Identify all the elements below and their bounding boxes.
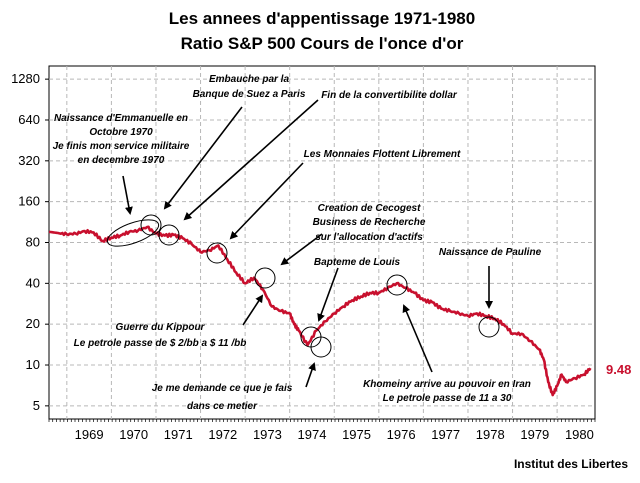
event-circle-1974-b — [310, 336, 332, 358]
x-tick-label: 1973 — [253, 427, 282, 442]
annotations: Naissance d'Emmanuelle en Octobre 1970 J… — [53, 74, 542, 412]
arrow-kippour — [242, 294, 264, 326]
y-axis-ticks: 5 10 20 40 80 160 320 640 1280 — [11, 71, 49, 413]
arrow-monnaies — [229, 162, 304, 240]
last-value-label: 9.48 — [606, 362, 631, 377]
x-tick-label: 1975 — [342, 427, 371, 442]
arrow-bapteme — [317, 267, 339, 322]
annotation-line: Naissance d'Emmanuelle en — [54, 113, 188, 124]
annotation-line: Guerre du Kippour — [116, 322, 206, 333]
y-tick-label: 10 — [26, 357, 40, 372]
event-circle-1970 — [106, 219, 160, 247]
y-tick-label: 640 — [18, 112, 40, 127]
event-circles — [106, 214, 500, 358]
x-tick-label: 1980 — [565, 427, 594, 442]
x-tick-label: 1969 — [75, 427, 104, 442]
x-tick-label: 1979 — [520, 427, 549, 442]
y-tick-label: 40 — [26, 275, 40, 290]
x-tick-label: 1974 — [298, 427, 327, 442]
x-tick-label: 1978 — [476, 427, 505, 442]
arrow-cecogest — [280, 233, 323, 266]
event-circle-1972 — [206, 242, 228, 264]
x-gridlines — [66, 66, 558, 419]
annotation-line: dans ce metier — [187, 401, 258, 412]
arrow-embauche — [163, 106, 243, 210]
y-tick-label: 80 — [26, 235, 40, 250]
annotation-line: Banque de Suez a Paris — [193, 89, 306, 100]
annotation-line: Les Monnaies Flottent Librement — [304, 149, 461, 160]
annotation-line: Bapteme de Louis — [314, 257, 401, 268]
annotation-line: Le petrole passe de $ 2/bb a $ 11 /bb — [74, 338, 247, 349]
event-circle-1971-a — [140, 214, 162, 236]
source-label: Institut des Libertes — [514, 457, 628, 471]
chart-title: Les annees d'appentissage 1971-1980 — [169, 9, 475, 28]
x-tick-label: 1972 — [208, 427, 237, 442]
annotation-line: Creation de Cecogest — [318, 203, 421, 214]
annotation-line: Naissance de Pauline — [439, 247, 542, 258]
series-line-ratio — [48, 225, 592, 397]
annotation-line: Je me demande ce que je fais — [152, 383, 293, 394]
event-circle-1978 — [478, 316, 500, 338]
x-tick-label: 1971 — [164, 427, 193, 442]
annotation-line: Embauche par la — [209, 74, 289, 85]
chart-subtitle: Ratio S&P 500 Cours de l'once d'or — [181, 34, 464, 53]
y-tick-label: 160 — [18, 194, 40, 209]
y-tick-label: 320 — [18, 153, 40, 168]
annotation-line: Khomeiny arrive au pouvoir en Iran — [363, 379, 531, 390]
event-circle-1976 — [386, 274, 408, 296]
annotation-line: Le petrole passe de 11 a 30 — [383, 393, 512, 404]
annotation-line: Business de Recherche — [313, 217, 426, 228]
arrow-khomeiny — [402, 304, 433, 373]
x-tick-label: 1977 — [431, 427, 460, 442]
y-tick-label: 5 — [33, 398, 40, 413]
arrow-metier — [305, 362, 316, 388]
event-circle-1973 — [254, 267, 276, 289]
y-tick-label: 20 — [26, 316, 40, 331]
y-gridlines — [49, 78, 595, 407]
event-circle-1971-b — [158, 224, 180, 246]
x-tick-label: 1976 — [387, 427, 416, 442]
arrow-fin-convertibilite — [183, 99, 319, 221]
annotation-line: sur l'allocation d'actifs — [315, 232, 423, 243]
x-axis-ticks: 1969 1970 1971 1972 1973 1974 1975 1976 1977 1978… — [48, 419, 596, 442]
annotation-line: Fin de la convertibilite dollar — [321, 90, 458, 101]
annotation-line: en decembre 1970 — [78, 155, 165, 166]
x-tick-label: 1970 — [119, 427, 148, 442]
annotation-line: Je finis mon service militaire — [53, 141, 190, 152]
annotation-arrows — [122, 99, 493, 388]
annotation-line: Octobre 1970 — [89, 127, 153, 138]
y-tick-label: 1280 — [11, 71, 40, 86]
arrow-naissance — [122, 175, 133, 215]
